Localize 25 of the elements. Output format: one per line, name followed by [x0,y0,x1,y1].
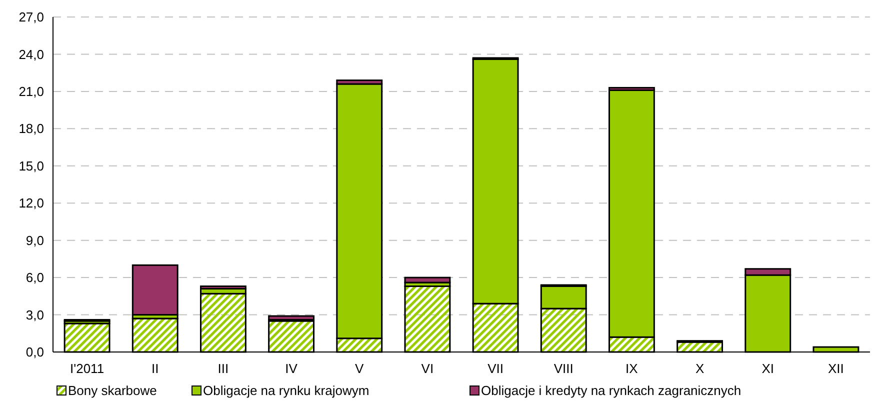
x-tick-label: XII [828,361,844,376]
y-tick-label: 0,0 [26,344,44,360]
x-tick-label: VII [488,361,504,376]
x-tick-label: II [152,361,159,376]
legend-label: Obligacje i kredyty na rynkach zagranicznych [481,383,742,398]
y-tick-label: 9,0 [26,232,44,248]
x-tick-label: VIII [554,361,574,376]
x-tick-label: IV [285,361,298,376]
x-tick-label: VI [421,361,434,376]
y-tick-label: 21,0 [18,84,44,99]
x-tick-label: IX [626,361,638,376]
x-tick-label: V [355,361,364,376]
y-tick-label: 18,0 [18,121,44,136]
y-tick-label: 3,0 [26,307,44,322]
y-tick-label: 24,0 [18,46,44,62]
x-tick-label: I'2011 [70,361,104,376]
y-tick-label: 15,0 [18,158,44,174]
legend-label: Bony skarbowe [68,383,157,398]
x-tick-label: XI [762,361,774,376]
y-tick-label: 27,0 [18,10,44,25]
legend-label: Obligacje na rynku krajowym [203,383,370,398]
y-tick-label: 12,0 [18,196,44,211]
y-tick-label: 6,0 [26,270,44,286]
x-tick-label: X [695,361,704,376]
x-tick-label: III [218,361,229,376]
